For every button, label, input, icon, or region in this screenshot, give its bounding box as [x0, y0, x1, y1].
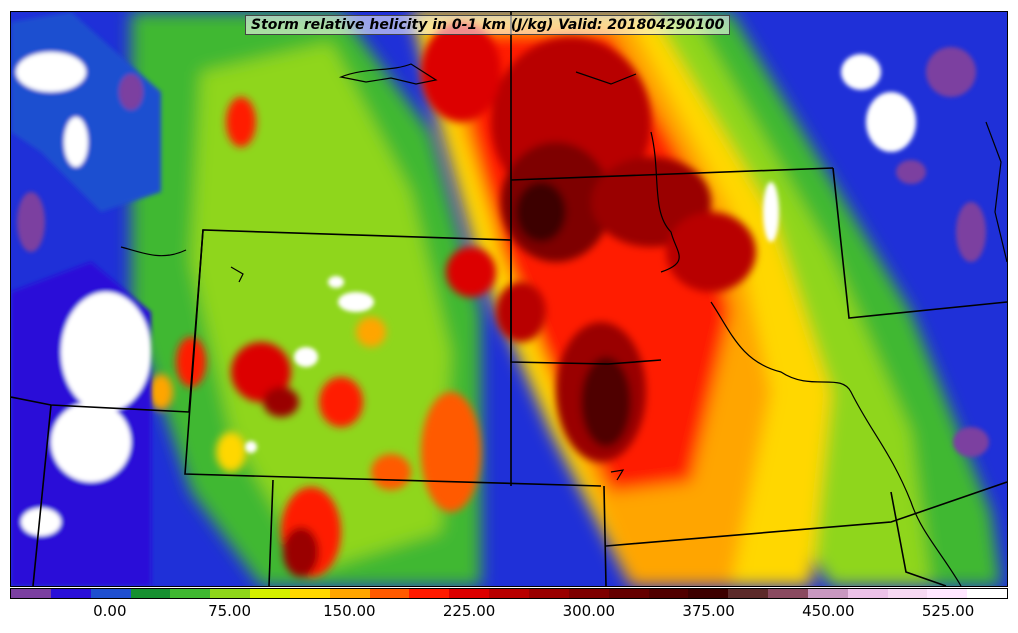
helicity-field-map: [11, 12, 1007, 586]
colorbar-tick-label: 300.00: [562, 602, 616, 620]
state-boundaries: [11, 12, 1007, 586]
colorbar-tick-label: 0.00: [93, 602, 127, 620]
colorbar-swatch: [568, 589, 609, 598]
colorbar-swatch: [728, 589, 769, 598]
field-west-blobs: [149, 97, 411, 577]
colorbar-swatch: [847, 589, 888, 598]
colorbar-swatch: [329, 589, 370, 598]
colorbar-tick-label: 375.00: [682, 602, 735, 620]
colorbar-swatch: [449, 589, 490, 598]
colorbar-swatch: [807, 589, 848, 598]
colorbar-swatch: [887, 589, 928, 598]
colorbar-swatch: [50, 589, 91, 598]
colorbar-tick-label: 450.00: [802, 602, 855, 620]
field-low-values: [11, 12, 989, 586]
colorbar-swatch: [768, 589, 808, 598]
colorbar-tick-labels: 0.00 75.00 150.00 225.00 300.00 375.00 450.00 5…: [10, 600, 1008, 630]
colorbar-swatch: [369, 589, 410, 598]
colorbar-swatch: [250, 589, 290, 598]
colorbar-swatch: [289, 589, 330, 598]
colorbar-swatch: [967, 589, 1008, 598]
colorbar-swatch: [489, 589, 529, 598]
colorbar-tick-label: 75.00: [208, 602, 252, 620]
colorbar: [10, 588, 1008, 599]
map-title: Storm relative helicity in 0-1 km (J/kg)…: [245, 15, 731, 35]
colorbar-swatch: [170, 589, 211, 598]
colorbar-swatch: [528, 589, 569, 598]
map-panel: [10, 11, 1008, 587]
colorbar-tick-label: 225.00: [442, 602, 496, 620]
water-boundaries: [120, 63, 1007, 586]
colorbar-swatch: [90, 589, 131, 598]
colorbar-tick-label: 150.00: [323, 602, 376, 620]
colorbar-swatch: [11, 589, 51, 598]
colorbar-swatch: [688, 589, 729, 598]
colorbar-swatch: [409, 589, 450, 598]
colorbar-tick-label: 525.00: [921, 602, 975, 620]
colorbar-swatch: [210, 589, 251, 598]
colorbar-swatch: [927, 589, 968, 598]
colorbar-swatch: [648, 589, 689, 598]
colorbar-swatch: [130, 589, 171, 598]
colorbar-swatch: [608, 589, 649, 598]
